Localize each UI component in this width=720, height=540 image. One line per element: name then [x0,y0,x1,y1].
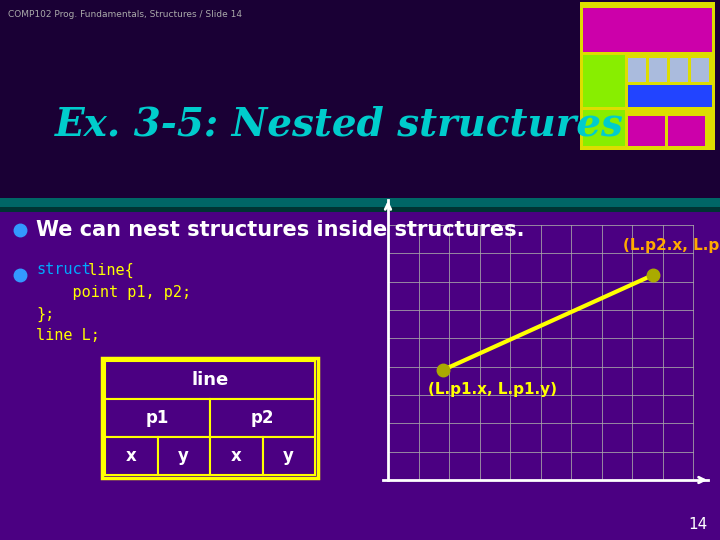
FancyBboxPatch shape [105,399,210,437]
Text: Ex. 3-5: Nested structures: Ex. 3-5: Nested structures [55,106,624,144]
Text: (L.p2.x, L.p2.y): (L.p2.x, L.p2.y) [623,238,720,253]
FancyBboxPatch shape [158,437,210,475]
Text: 14: 14 [689,517,708,532]
Text: line L;: line L; [36,328,100,343]
Text: p2: p2 [251,409,274,427]
FancyBboxPatch shape [649,58,667,82]
Text: COMP102 Prog. Fundamentals, Structures / Slide 14: COMP102 Prog. Fundamentals, Structures /… [8,10,242,19]
Text: line: line [192,371,229,389]
Text: p1: p1 [146,409,169,427]
FancyBboxPatch shape [668,116,705,146]
FancyBboxPatch shape [0,198,720,208]
FancyBboxPatch shape [0,0,720,200]
FancyBboxPatch shape [210,437,263,475]
FancyBboxPatch shape [263,437,315,475]
Text: point p1, p2;: point p1, p2; [36,285,191,300]
Text: x: x [126,447,137,465]
FancyBboxPatch shape [105,437,158,475]
FancyBboxPatch shape [0,207,720,212]
FancyBboxPatch shape [583,110,625,146]
FancyBboxPatch shape [210,399,315,437]
FancyBboxPatch shape [628,116,665,146]
Text: struct: struct [36,262,91,278]
FancyBboxPatch shape [628,58,646,82]
FancyBboxPatch shape [691,58,709,82]
Text: (L.p1.x, L.p1.y): (L.p1.x, L.p1.y) [428,382,557,397]
FancyBboxPatch shape [628,85,712,107]
Text: x: x [231,447,242,465]
Text: y: y [283,447,294,465]
Text: };: }; [36,306,54,322]
Text: We can nest structures inside structures.: We can nest structures inside structures… [36,220,524,240]
FancyBboxPatch shape [580,2,715,150]
FancyBboxPatch shape [583,55,625,107]
FancyBboxPatch shape [670,58,688,82]
FancyBboxPatch shape [105,361,315,399]
Text: line{: line{ [79,262,134,278]
Text: y: y [179,447,189,465]
FancyBboxPatch shape [583,8,712,52]
